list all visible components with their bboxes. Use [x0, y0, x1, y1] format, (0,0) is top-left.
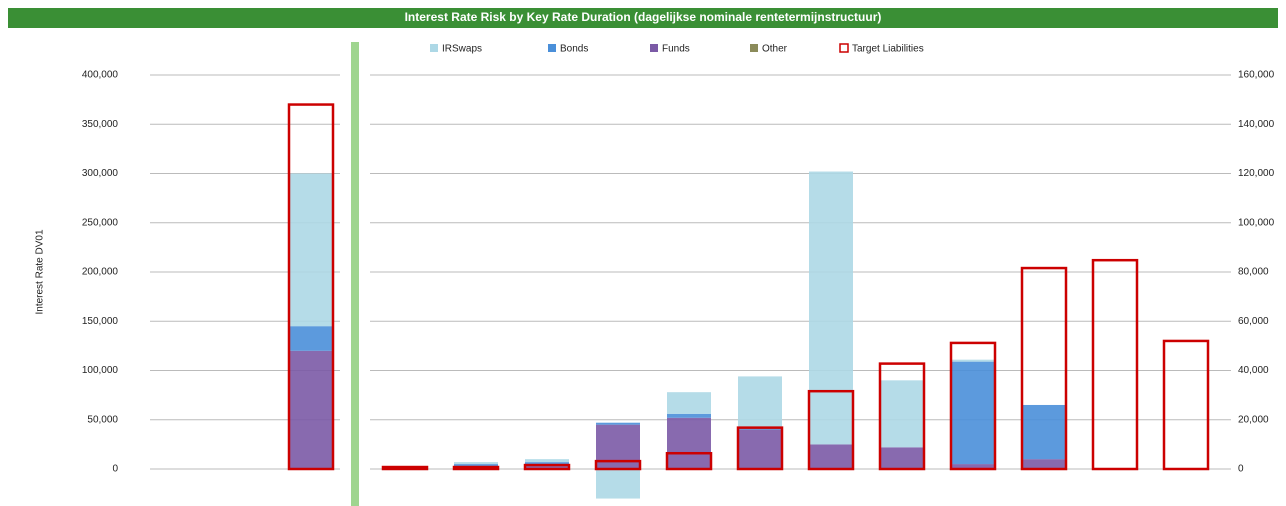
bar-segment [289, 173, 333, 327]
legend-label: Other [762, 44, 788, 55]
separator [351, 42, 359, 506]
bar-segment [289, 326, 333, 351]
target-bar [523, 463, 571, 471]
target-bar [287, 103, 335, 471]
target-bar [452, 465, 500, 471]
bar-segment [525, 466, 569, 469]
bar-segment [667, 417, 711, 469]
target-bar [736, 426, 784, 471]
legend-label: Bonds [560, 44, 588, 55]
bar-segment [880, 447, 924, 469]
legend-swatch [548, 44, 556, 52]
bar-segment [951, 464, 995, 469]
bar-segment [951, 359, 995, 362]
y2-tick-label: 120,000 [1238, 168, 1275, 179]
target-bar [594, 459, 642, 471]
bar-segment [1022, 404, 1066, 460]
target-bar [1020, 266, 1068, 471]
y-tick-label: 100,000 [82, 365, 119, 376]
bar-segment [667, 392, 711, 414]
legend-label: Funds [662, 44, 690, 55]
bar-segment [289, 350, 333, 469]
bar-segment [454, 462, 498, 465]
legend-label: Target Liabilities [852, 44, 924, 55]
bar-segment [809, 171, 853, 445]
y2-tick-label: 60,000 [1238, 316, 1269, 327]
target-bar [949, 341, 997, 471]
y-tick-label: 0 [112, 464, 118, 475]
bar-segment [1022, 459, 1066, 469]
target-bar [665, 451, 713, 471]
y-tick-label: 400,000 [82, 70, 119, 81]
bar-segment [809, 444, 853, 469]
y-tick-label: 150,000 [82, 316, 119, 327]
bar-segment [454, 464, 498, 468]
bar-segment [667, 413, 711, 418]
legend-swatch [750, 44, 758, 52]
y2-tick-label: 140,000 [1238, 119, 1275, 130]
legend-swatch [430, 44, 438, 52]
y2-tick-label: 40,000 [1238, 365, 1269, 376]
target-bar [878, 362, 926, 471]
y2-tick-label: 0 [1238, 464, 1244, 475]
target-bar [381, 465, 429, 471]
target-bar [1091, 258, 1139, 471]
y-tick-label: 350,000 [82, 119, 119, 130]
title-bar [8, 8, 1278, 28]
bar-segment [596, 469, 640, 499]
y2-tick-label: 20,000 [1238, 414, 1269, 425]
bar-segment [951, 361, 995, 465]
target-bar [807, 389, 855, 471]
legend-swatch [839, 43, 849, 53]
y2-tick-label: 160,000 [1238, 70, 1275, 81]
bar-segment [738, 376, 782, 428]
bar-segment [596, 422, 640, 425]
bar-segment [738, 429, 782, 469]
y-tick-label: 50,000 [87, 414, 118, 425]
y-tick-label: 250,000 [82, 217, 119, 228]
y-axis-label: Interest Rate DV01 [35, 229, 46, 314]
y2-tick-label: 80,000 [1238, 267, 1269, 278]
bar-segment [525, 459, 569, 463]
y-tick-label: 300,000 [82, 168, 119, 179]
legend-label: IRSwaps [442, 44, 482, 55]
y2-tick-label: 100,000 [1238, 217, 1275, 228]
y-tick-label: 200,000 [82, 267, 119, 278]
chart-title: Interest Rate Risk by Key Rate Duration … [405, 10, 882, 24]
bar-segment [880, 380, 924, 448]
legend-swatch [650, 44, 658, 52]
target-bar [1162, 339, 1210, 471]
